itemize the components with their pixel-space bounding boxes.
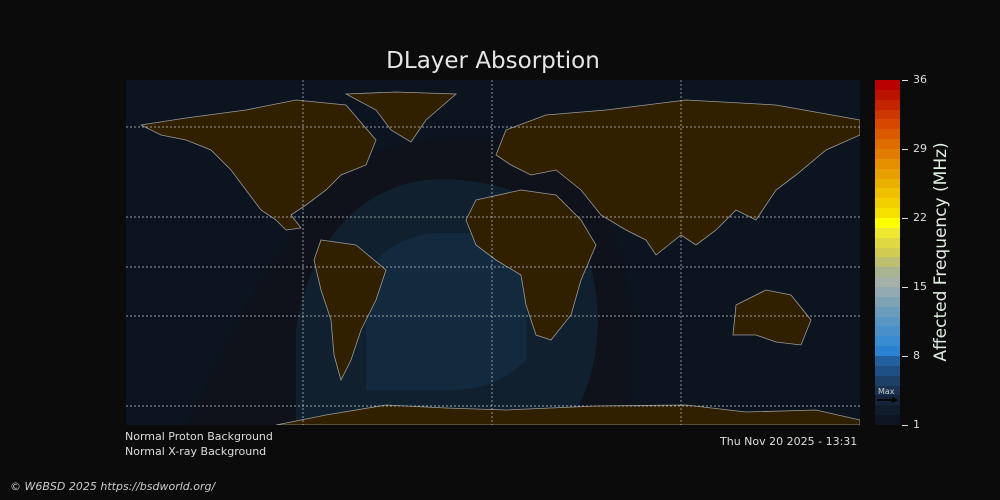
max-arrow-icon [877, 397, 898, 403]
colorbar-segment [875, 296, 900, 308]
australia [732, 289, 812, 346]
colorbar-segment [875, 405, 900, 416]
grid-lines [126, 80, 860, 425]
colorbar-segment [875, 218, 900, 229]
colorbar-tick: 15 [902, 280, 927, 293]
copyright: © W6BSD 2025 https://bsdworld.org/ [10, 480, 216, 493]
colorbar-tick: 36 [902, 73, 927, 86]
colorbar-segment [875, 208, 900, 219]
continents [139, 91, 860, 425]
north-america [139, 99, 377, 231]
africa [465, 189, 597, 341]
colorbar-segment [875, 326, 900, 337]
colorbar-segment [875, 306, 900, 318]
antarctica [275, 404, 860, 425]
world-map [126, 80, 860, 425]
colorbar-segment [875, 247, 900, 258]
colorbar-segment [875, 257, 900, 268]
colorbar-segment [875, 415, 900, 426]
colorbar-segment [875, 227, 900, 239]
colorbar-segment [875, 129, 900, 140]
colorbar-segment [875, 287, 900, 298]
colorbar-segment [875, 178, 900, 189]
colorbar-segment [875, 346, 900, 357]
timestamp: Thu Nov 20 2025 - 13:31 [720, 435, 858, 448]
colorbar-segment [875, 80, 900, 91]
colorbar-segment [875, 365, 900, 377]
colorbar-segment [875, 188, 900, 199]
colorbar-segment [875, 277, 900, 288]
colorbar-segment [875, 89, 900, 101]
colorbar-tick: 22 [902, 211, 927, 224]
colorbar-segment [875, 336, 900, 347]
south-america [313, 239, 387, 382]
colorbar-segment [875, 316, 900, 327]
proton-status: Normal Proton Background [125, 430, 273, 443]
colorbar-tick: 8 [902, 349, 920, 362]
colorbar-tick: 29 [902, 142, 927, 155]
europe-asia [495, 99, 860, 256]
colorbar-segment [875, 356, 900, 367]
colorbar-segment [875, 375, 900, 387]
colorbar-segment [875, 119, 900, 130]
colorbar-segment [875, 139, 900, 150]
max-marker-label: Max [878, 387, 895, 396]
colorbar-tick: 1 [902, 418, 920, 431]
colorbar [875, 80, 900, 426]
absorption-zone-inner [366, 233, 526, 390]
colorbar-segment [875, 158, 900, 170]
colorbar-segment [875, 385, 900, 396]
colorbar-label: Affected Frequency (MHz) [931, 142, 951, 362]
colorbar-segment [875, 109, 900, 120]
colorbar-segment [875, 267, 900, 278]
colorbar-segment [875, 168, 900, 180]
colorbar-segment [875, 99, 900, 111]
xray-status: Normal X-ray Background [125, 445, 267, 458]
greenland [344, 91, 458, 143]
colorbar-segment [875, 149, 900, 160]
colorbar-segment [875, 198, 900, 209]
colorbar-segment [875, 237, 900, 249]
chart-title: DLayer Absorption [386, 48, 600, 74]
